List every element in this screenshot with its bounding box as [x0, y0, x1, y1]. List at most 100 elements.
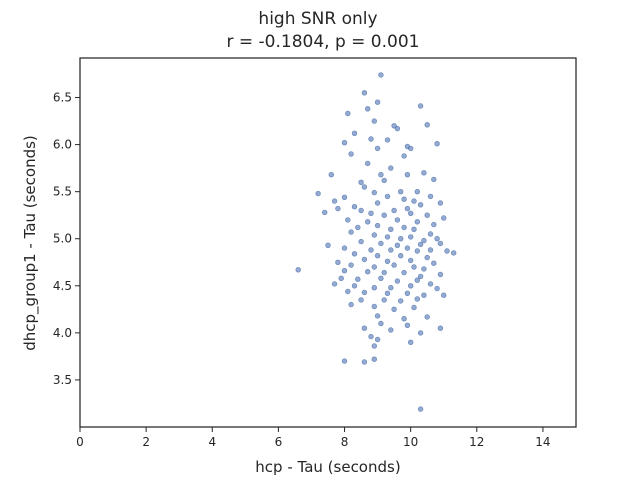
data-point [427, 247, 434, 253]
data-point [295, 267, 301, 273]
data-point [404, 172, 411, 178]
y-tick-label: 6.5 [53, 91, 72, 105]
data-point [451, 250, 457, 256]
data-point [341, 140, 348, 146]
data-point [345, 110, 351, 117]
data-point [374, 253, 381, 259]
x-tick-label: 12 [469, 435, 484, 449]
data-point [388, 165, 394, 171]
data-point [335, 205, 341, 212]
x-tick-label: 10 [403, 435, 418, 449]
data-point [424, 122, 430, 128]
data-point [437, 240, 444, 247]
data-point [358, 297, 364, 303]
plot-frame [79, 57, 577, 428]
data-point [388, 226, 394, 233]
data-point [401, 316, 407, 322]
data-point [351, 130, 358, 137]
data-point [388, 247, 394, 253]
x-tick-label: 6 [275, 435, 283, 449]
data-point [365, 106, 371, 112]
data-point [384, 137, 391, 143]
data-point [417, 330, 424, 336]
data-point [331, 198, 338, 204]
data-point [348, 229, 354, 235]
data-point [345, 217, 351, 223]
y-tick-label: 5.5 [53, 185, 72, 199]
data-point [388, 327, 394, 333]
data-point [408, 234, 414, 240]
data-point [437, 325, 444, 331]
data-point [408, 283, 414, 289]
data-point [404, 205, 411, 212]
y-tick-label: 4.5 [53, 279, 72, 293]
data-point [398, 253, 404, 259]
data-point [371, 189, 377, 196]
data-point [348, 301, 354, 308]
x-axis-label: hcp - Tau (seconds) [255, 458, 400, 476]
data-point [384, 193, 391, 200]
data-point [384, 258, 391, 264]
data-point [371, 343, 377, 349]
x-tick-label: 8 [341, 435, 349, 449]
data-point [341, 194, 348, 201]
data-point [368, 333, 374, 340]
data-point [361, 184, 368, 190]
data-point [381, 297, 387, 303]
data-point [371, 264, 377, 270]
data-point [421, 237, 427, 244]
data-point [365, 160, 371, 167]
data-point [417, 273, 424, 280]
data-point [394, 242, 401, 249]
data-point [358, 238, 364, 245]
data-point [348, 262, 354, 268]
data-point [381, 212, 387, 218]
data-point [427, 231, 434, 237]
y-tick-label: 4.0 [53, 326, 72, 340]
data-point [427, 281, 434, 287]
data-point [417, 202, 424, 208]
data-point [371, 118, 377, 124]
data-point [424, 212, 430, 218]
data-point [361, 256, 368, 263]
data-point [368, 247, 374, 253]
chart-title: high SNR only [258, 9, 377, 29]
data-point [374, 313, 381, 319]
data-point [427, 193, 434, 200]
data-point [361, 90, 368, 96]
data-point [401, 269, 407, 276]
data-point [331, 281, 338, 287]
data-point [381, 177, 387, 184]
data-point [341, 358, 348, 364]
data-point [335, 259, 341, 265]
data-point [408, 210, 414, 217]
data-point [371, 285, 377, 291]
x-axis-ticks: 0 2 4 6 8 10 12 14 [76, 427, 551, 449]
data-point [378, 240, 384, 247]
data-point [414, 277, 420, 283]
chart-subtitle: r = -0.1804, p = 0.001 [227, 32, 420, 52]
data-point [371, 356, 377, 362]
data-point [371, 303, 377, 310]
data-point [417, 406, 424, 412]
data-point [417, 241, 424, 248]
data-point [391, 207, 397, 214]
data-point [401, 196, 407, 202]
data-point [414, 248, 420, 254]
y-tick-label: 6.0 [53, 138, 72, 152]
data-point [414, 189, 420, 195]
data-point [401, 224, 407, 231]
data-point [368, 136, 374, 142]
data-point [338, 275, 344, 281]
data-point [411, 304, 417, 311]
y-tick-label: 3.5 [53, 373, 72, 387]
data-point [322, 209, 328, 216]
data-points [295, 72, 457, 412]
data-point [441, 215, 447, 221]
x-tick-label: 2 [142, 435, 150, 449]
data-point [411, 198, 417, 204]
data-point [355, 224, 361, 231]
data-point [394, 278, 401, 284]
data-point [421, 170, 427, 176]
data-point [444, 248, 450, 254]
